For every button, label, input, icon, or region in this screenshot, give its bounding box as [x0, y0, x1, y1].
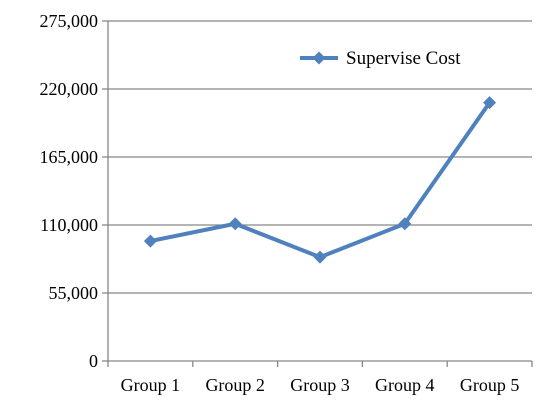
- y-tick-label-3: 165,000: [40, 147, 99, 167]
- legend-marker-diamond: [312, 51, 326, 65]
- grid-layer: [108, 20, 532, 294]
- y-tick-label-2: 110,000: [40, 215, 98, 235]
- data-point-2: [228, 217, 242, 231]
- data-point-5: [483, 96, 497, 110]
- x-tick-label-2: Group 2: [205, 375, 265, 395]
- x-tick-label-5: Group 5: [460, 375, 520, 395]
- y-tick-label-5: 275,000: [40, 11, 99, 31]
- y-tick-label-4: 220,000: [40, 79, 99, 99]
- y-tick-label-1: 55,000: [49, 283, 99, 303]
- y-tick-label-0: 0: [89, 351, 98, 371]
- data-point-3: [313, 250, 327, 264]
- data-point-1: [143, 234, 157, 248]
- axis-layer: [102, 20, 533, 367]
- data-point-4: [398, 217, 412, 231]
- x-tick-label-1: Group 1: [121, 375, 181, 395]
- x-tick-label-3: Group 3: [290, 375, 350, 395]
- y-tick-labels: 0 55,000 110,000 165,000 220,000 275,000: [40, 11, 99, 371]
- legend-label: Supervise Cost: [346, 48, 461, 69]
- x-tick-label-4: Group 4: [375, 375, 435, 395]
- series-layer: [143, 96, 497, 264]
- series-line-1: [150, 101, 492, 260]
- legend: Supervise Cost: [300, 48, 461, 69]
- x-tick-labels: Group 1 Group 2 Group 3 Group 4 Group 5: [121, 375, 520, 395]
